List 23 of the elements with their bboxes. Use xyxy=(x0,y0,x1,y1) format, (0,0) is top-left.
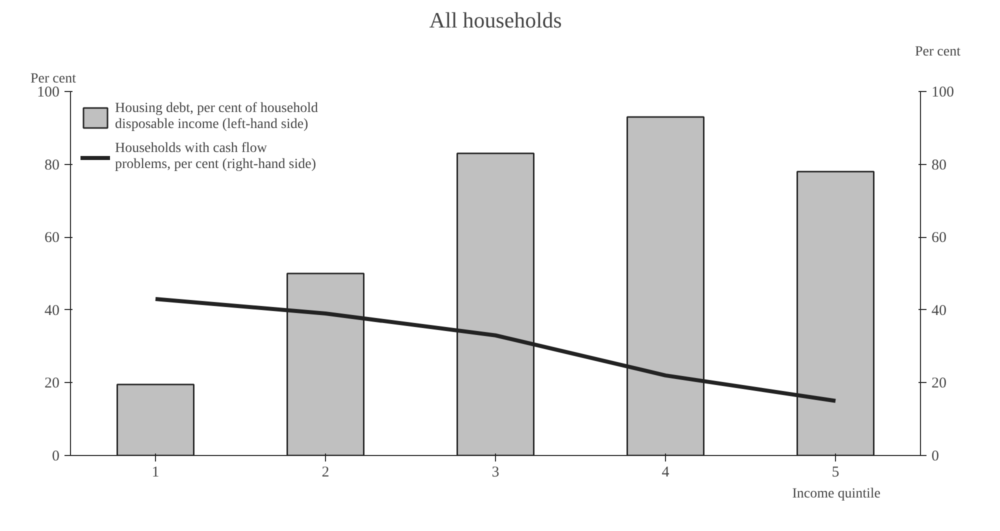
y2-tick-label: 80 xyxy=(932,157,946,174)
y-tick-label: 80 xyxy=(44,157,60,174)
x-tick-label: 2 xyxy=(322,464,330,480)
x-tick-label: 3 xyxy=(492,464,500,480)
y2-axis-title: Per cent xyxy=(915,44,961,60)
x-tick-label: 1 xyxy=(152,464,160,480)
y2-tick-label: 20 xyxy=(932,376,946,392)
y2-tick-label: 40 xyxy=(932,302,946,319)
y-tick-label: 40 xyxy=(44,302,60,319)
legend-label: Housing debt, per cent of household disposable income (left-hand side) xyxy=(115,101,318,133)
x-tick-label: 5 xyxy=(832,464,840,480)
legend-label: Households with cash flow problems, per cent (right-hand side) xyxy=(115,141,316,173)
y-tick-label: 0 xyxy=(52,448,60,464)
y-tick-label: 100 xyxy=(37,84,60,100)
y2-tick-label: 0 xyxy=(932,448,939,464)
y-tick-label: 20 xyxy=(44,376,60,392)
x-axis-title: Income quintile xyxy=(792,486,881,502)
x-tick-label: 4 xyxy=(662,464,670,480)
chart-title: All households xyxy=(429,8,562,32)
y2-tick-label: 60 xyxy=(932,230,946,246)
y2-tick-label: 100 xyxy=(932,84,954,100)
y-axis-title: Per cent xyxy=(30,72,76,86)
y-tick-label: 60 xyxy=(44,230,60,246)
